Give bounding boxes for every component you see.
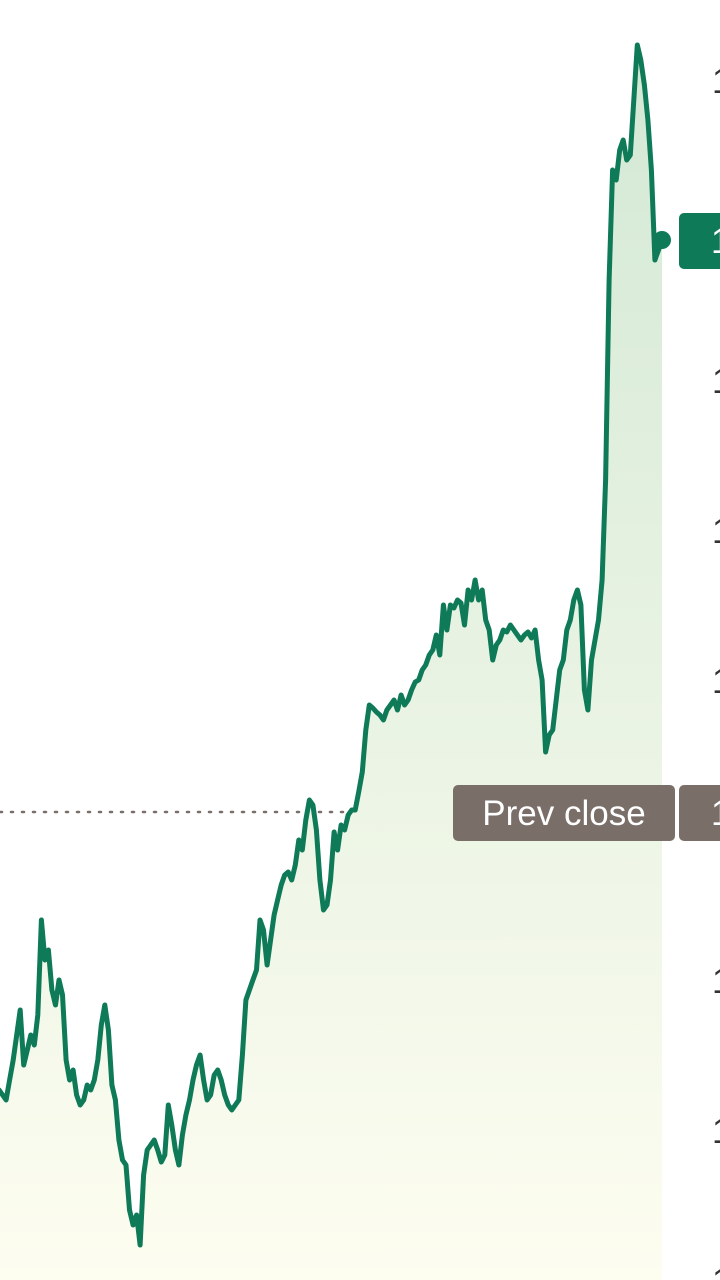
price-area-fill [0,45,662,1280]
price-line [0,42,665,1248]
prev-close-value-badge: 1 [679,785,720,841]
prev-close-badge: Prev close [453,785,675,841]
current-price-value: 1 [711,222,720,261]
y-tick-label: 1 [712,962,720,1001]
prev-close-value: 1 [711,794,720,833]
current-price-dot [653,231,671,249]
y-tick-label: 1 [712,1112,720,1151]
y-tick-label: 1 [712,662,720,701]
y-tick-label: 1 [712,62,720,101]
current-price-badge: 1 [679,213,720,269]
y-tick-label: 1 [712,362,720,401]
y-tick-label: 1 [712,1262,720,1280]
prev-close-label: Prev close [482,794,645,833]
y-tick-label: 1 [712,512,720,551]
